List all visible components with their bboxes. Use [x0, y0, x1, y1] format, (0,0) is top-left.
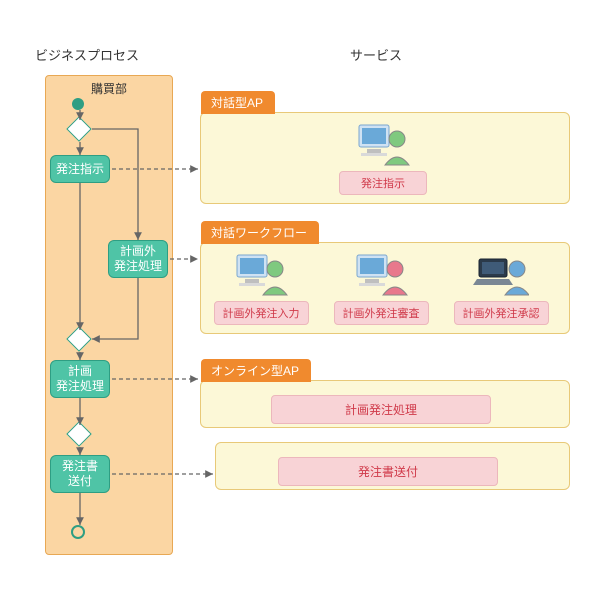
pc-user-icon	[233, 251, 289, 297]
service-label: 計画発注処理	[271, 395, 491, 424]
activity-label: 発注書送付	[62, 459, 98, 489]
service-label: 発注指示	[339, 171, 427, 195]
end-event	[71, 525, 85, 539]
header-process: ビジネスプロセス	[35, 45, 139, 64]
activity-label: 計画発注処理	[56, 364, 104, 394]
service-label: 計画外発注入力	[214, 301, 309, 325]
activity-unplanned: 計画外発注処理	[108, 240, 168, 278]
panel-tab: 対話ワークフロー	[201, 221, 319, 244]
activity-label: 発注指示	[56, 162, 104, 177]
panel-tab: 対話型AP	[201, 91, 275, 114]
diagram-canvas: ビジネスプロセス サービス 購買部 発注指示 計画外発注処理 計画発注処理 発注…	[0, 0, 600, 600]
service-item: 発注書送付	[278, 453, 498, 486]
service-item: 計画外発注審査	[327, 251, 435, 325]
panel-online-1: オンライン型AP 計画発注処理	[200, 380, 570, 428]
activity-label: 計画外発注処理	[114, 244, 162, 274]
activity-planned: 計画発注処理	[50, 360, 110, 398]
lane-title: 購買部	[46, 80, 172, 97]
service-label: 発注書送付	[278, 457, 498, 486]
service-item: 計画外発注入力	[207, 251, 315, 325]
service-label: 計画外発注承認	[454, 301, 549, 325]
service-item: 計画外発注承認	[447, 251, 555, 325]
service-item: 発注指示	[329, 121, 437, 195]
header-service: サービス	[350, 45, 402, 64]
activity-order-instruct: 発注指示	[50, 155, 110, 183]
panel-tab: オンライン型AP	[201, 359, 311, 382]
start-event	[72, 98, 84, 110]
activity-send-po: 発注書送付	[50, 455, 110, 493]
service-label: 計画外発注審査	[334, 301, 429, 325]
laptop-user-icon	[473, 251, 529, 297]
panel-online-2: 発注書送付	[215, 442, 570, 490]
panel-dialog-wf: 対話ワークフロー 計画外発注入力計画外発注審査計画外発注承認	[200, 242, 570, 334]
panel-dialog-ap: 対話型AP 発注指示	[200, 112, 570, 204]
pc-user-icon	[355, 121, 411, 167]
pc-user-icon	[353, 251, 409, 297]
service-item: 計画発注処理	[271, 391, 491, 424]
